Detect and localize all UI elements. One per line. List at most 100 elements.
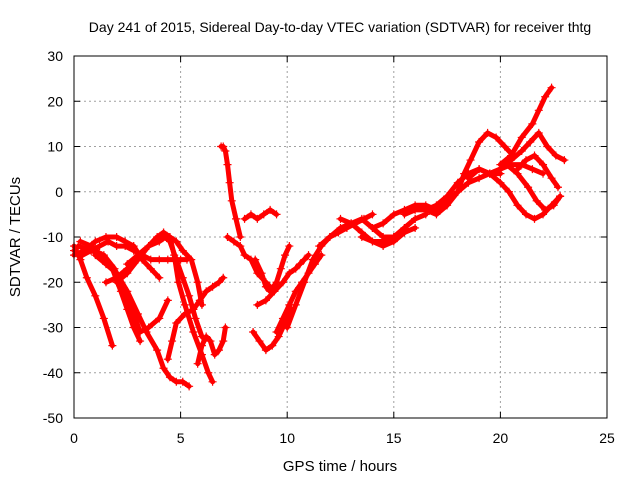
plus-marker [411, 214, 420, 223]
y-tick-label: -10 [43, 229, 63, 245]
plus-marker [507, 151, 516, 160]
plus-marker [530, 151, 539, 160]
plus-marker [357, 214, 366, 223]
series-track-22 [357, 223, 420, 251]
plus-marker [219, 273, 228, 282]
plus-marker [208, 282, 217, 291]
plus-marker [347, 219, 356, 228]
plus-marker [101, 260, 110, 269]
plus-marker [240, 251, 249, 260]
plus-marker [389, 210, 398, 219]
plus-marker [193, 278, 202, 287]
plus-marker [180, 309, 189, 318]
series-line [250, 306, 294, 353]
plus-marker [521, 156, 530, 165]
series-line [370, 171, 503, 231]
plus-marker [534, 106, 543, 115]
plus-marker [295, 260, 304, 269]
plus-marker [101, 233, 110, 241]
plus-marker [123, 287, 132, 296]
plus-marker [155, 255, 164, 264]
plus-marker [496, 178, 505, 187]
plus-marker [411, 205, 420, 214]
plus-marker [368, 223, 377, 232]
x-axis-title: GPS time / hours [283, 458, 397, 475]
plus-marker [261, 346, 270, 355]
plus-marker [285, 242, 294, 251]
plus-marker [214, 278, 223, 287]
plus-marker [268, 341, 277, 350]
y-tick-label: -20 [43, 274, 63, 290]
x-tick-label: 0 [70, 430, 78, 446]
plus-marker [368, 237, 377, 246]
plus-marker [133, 251, 142, 260]
plus-marker [300, 255, 309, 264]
plus-marker [163, 296, 172, 305]
series-track-1 [70, 242, 117, 350]
series-track-29 [502, 160, 565, 214]
y-tick-label: -30 [43, 320, 63, 336]
plus-marker [195, 296, 204, 305]
plus-marker [270, 287, 279, 296]
plus-marker [193, 359, 202, 368]
plus-marker [253, 300, 262, 309]
series-line [252, 243, 292, 294]
plus-marker [91, 251, 100, 260]
plus-marker [178, 246, 187, 255]
series-track-17 [253, 251, 313, 309]
plus-marker [528, 165, 537, 174]
y-tick-label: 20 [47, 93, 63, 109]
series-line [195, 325, 228, 367]
plus-marker [204, 368, 213, 377]
series-track-16 [251, 242, 294, 296]
plus-marker [165, 373, 174, 382]
plus-marker [475, 174, 484, 183]
plus-marker [266, 205, 275, 214]
plus-marker [432, 201, 441, 210]
plus-marker [219, 337, 228, 346]
series-track-10 [163, 273, 228, 364]
series-track-6 [91, 251, 194, 391]
plus-marker [91, 291, 100, 300]
plus-marker [443, 192, 452, 201]
chart-title: Day 241 of 2015, Sidereal Day-to-day VTE… [89, 19, 591, 35]
y-axis-title: SDTVAR / TECUs [7, 177, 24, 297]
plus-marker [251, 255, 260, 264]
plus-marker [210, 350, 219, 359]
plus-marker [528, 119, 537, 128]
plus-marker [223, 160, 232, 169]
plus-marker [180, 300, 189, 309]
plus-marker [261, 282, 270, 291]
plus-marker [161, 233, 170, 241]
plus-marker [129, 323, 138, 332]
plus-marker [112, 233, 121, 241]
series-track-19 [283, 210, 377, 332]
x-tick-label: 20 [493, 430, 509, 446]
plus-marker [191, 314, 200, 323]
plus-marker [308, 255, 317, 264]
series-line [71, 243, 115, 349]
plus-marker [236, 242, 245, 251]
plus-marker [208, 377, 217, 386]
plus-marker [541, 92, 550, 101]
plus-marker [543, 142, 552, 151]
plus-marker [123, 269, 132, 278]
plus-marker [187, 255, 196, 264]
plus-marker [549, 201, 558, 210]
plus-marker [112, 278, 121, 287]
plus-marker [155, 273, 164, 282]
series-line [218, 144, 243, 240]
plus-marker [526, 137, 535, 146]
series-track-13 [223, 233, 279, 296]
x-tick-label: 10 [279, 430, 295, 446]
plus-marker [541, 205, 550, 214]
plus-marker [272, 210, 281, 219]
plus-marker [560, 156, 569, 165]
plus-marker [246, 210, 255, 219]
plus-marker [123, 260, 132, 269]
plus-marker [539, 169, 548, 178]
plus-marker [453, 187, 462, 196]
plus-marker [443, 201, 452, 210]
plus-marker [547, 83, 556, 92]
plus-marker [421, 205, 430, 214]
